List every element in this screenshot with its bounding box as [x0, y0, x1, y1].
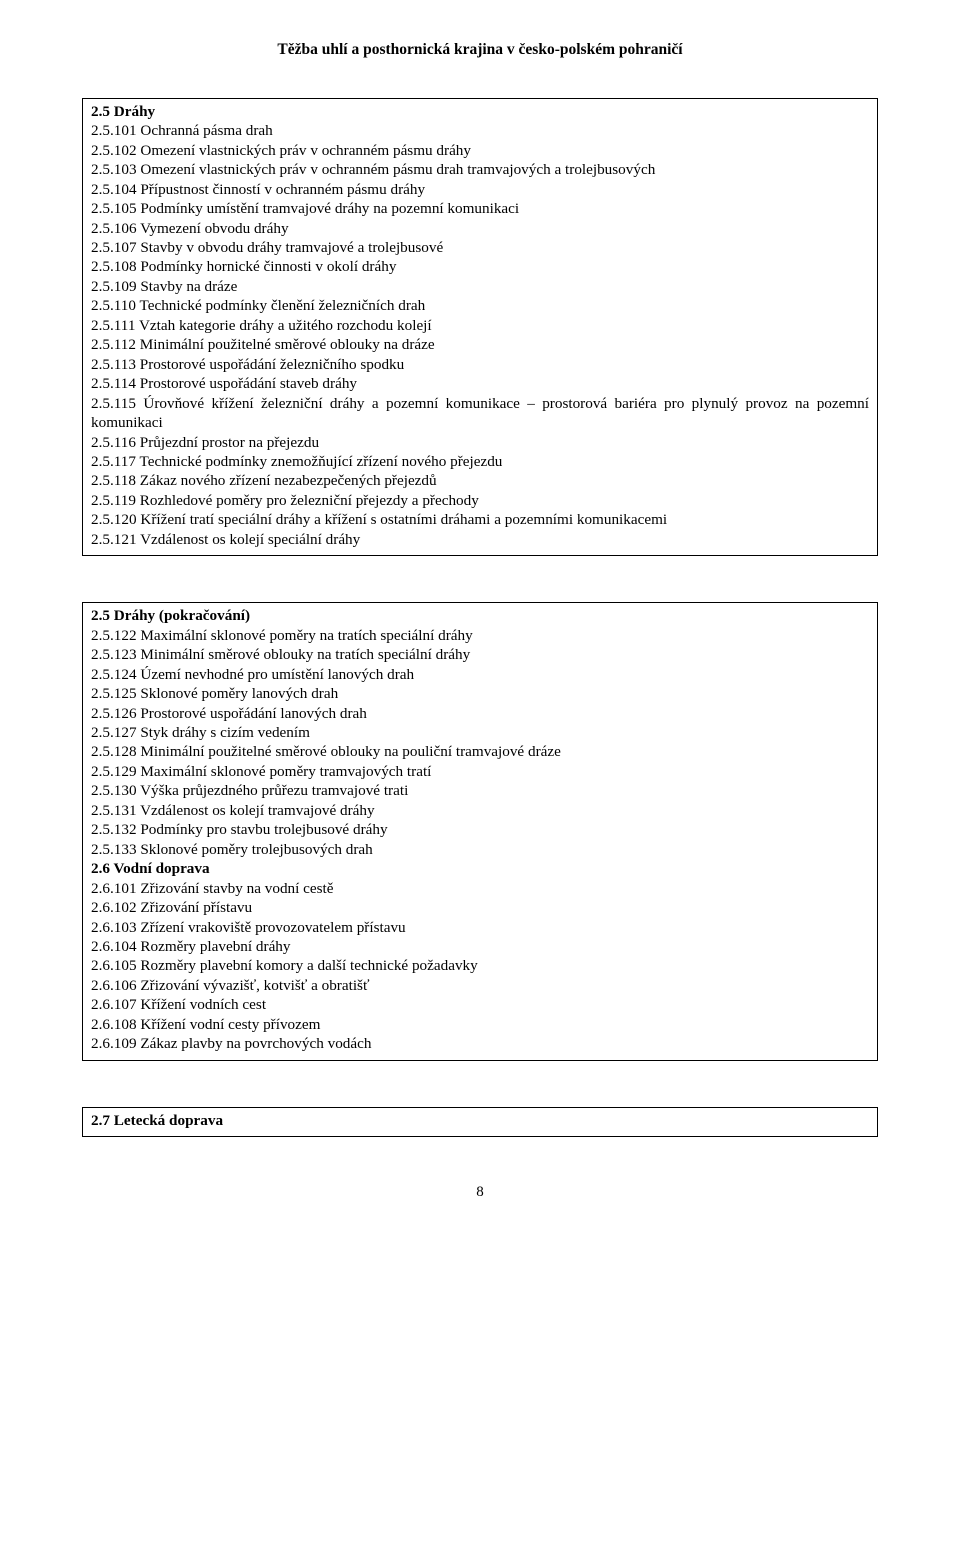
section-heading-2-5: 2.5 Dráhy	[91, 102, 869, 121]
section-heading-2-6: 2.6 Vodní doprava	[91, 859, 869, 878]
list-item: 2.6.103 Zřízení vrakoviště provozovatele…	[91, 918, 869, 937]
list-item: 2.6.101 Zřizování stavby na vodní cestě	[91, 879, 869, 898]
list-item: 2.5.127 Styk dráhy s cizím vedením	[91, 723, 869, 742]
list-item: 2.5.115 Úrovňové křížení železniční dráh…	[91, 394, 869, 433]
section-heading-2-5-cont: 2.5 Dráhy (pokračování)	[91, 606, 869, 625]
document-title: Těžba uhlí a posthornická krajina v česk…	[82, 40, 878, 60]
list-item: 2.5.130 Výška průjezdného průřezu tramva…	[91, 781, 869, 800]
list-item: 2.5.116 Průjezdní prostor na přejezdu	[91, 433, 869, 452]
section-heading-2-7: 2.7 Letecká doprava	[91, 1111, 869, 1130]
list-item: 2.5.104 Přípustnost činností v ochranném…	[91, 180, 869, 199]
list-item: 2.5.119 Rozhledové poměry pro železniční…	[91, 491, 869, 510]
list-item: 2.5.107 Stavby v obvodu dráhy tramvajové…	[91, 238, 869, 257]
list-item: 2.5.101 Ochranná pásma drah	[91, 121, 869, 140]
list-item: 2.5.108 Podmínky hornické činnosti v oko…	[91, 257, 869, 276]
section-2-7: 2.7 Letecká doprava	[82, 1107, 878, 1137]
list-item: 2.5.121 Vzdálenost os kolejí speciální d…	[91, 530, 869, 549]
list-item: 2.5.126 Prostorové uspořádání lanových d…	[91, 704, 869, 723]
list-item: 2.5.120 Křížení tratí speciální dráhy a …	[91, 510, 869, 529]
list-item: 2.6.107 Křížení vodních cest	[91, 995, 869, 1014]
section-2-5-continued-2-6: 2.5 Dráhy (pokračování) 2.5.122 Maximáln…	[82, 602, 878, 1060]
list-item: 2.5.112 Minimální použitelné směrové obl…	[91, 335, 869, 354]
list-item: 2.5.128 Minimální použitelné směrové obl…	[91, 742, 869, 761]
list-item: 2.5.110 Technické podmínky členění želez…	[91, 296, 869, 315]
list-item: 2.5.117 Technické podmínky znemožňující …	[91, 452, 869, 471]
list-item: 2.5.123 Minimální směrové oblouky na tra…	[91, 645, 869, 664]
list-item: 2.5.103 Omezení vlastnických práv v ochr…	[91, 160, 869, 179]
list-item: 2.5.114 Prostorové uspořádání staveb drá…	[91, 374, 869, 393]
list-item: 2.5.125 Sklonové poměry lanových drah	[91, 684, 869, 703]
page-number: 8	[82, 1183, 878, 1202]
list-item: 2.5.132 Podmínky pro stavbu trolejbusové…	[91, 820, 869, 839]
list-item: 2.6.102 Zřizování přístavu	[91, 898, 869, 917]
list-item: 2.5.122 Maximální sklonové poměry na tra…	[91, 626, 869, 645]
list-item: 2.6.108 Křížení vodní cesty přívozem	[91, 1015, 869, 1034]
list-item: 2.5.102 Omezení vlastnických práv v ochr…	[91, 141, 869, 160]
list-item: 2.6.105 Rozměry plavební komory a další …	[91, 956, 869, 975]
list-item: 2.5.113 Prostorové uspořádání železniční…	[91, 355, 869, 374]
list-item: 2.6.104 Rozměry plavební dráhy	[91, 937, 869, 956]
list-item: 2.5.111 Vztah kategorie dráhy a užitého …	[91, 316, 869, 335]
list-item: 2.5.109 Stavby na dráze	[91, 277, 869, 296]
section-2-5-drahy: 2.5 Dráhy 2.5.101 Ochranná pásma drah 2.…	[82, 98, 878, 556]
list-item: 2.5.118 Zákaz nového zřízení nezabezpeče…	[91, 471, 869, 490]
list-item: 2.5.133 Sklonové poměry trolejbusových d…	[91, 840, 869, 859]
list-item: 2.5.129 Maximální sklonové poměry tramva…	[91, 762, 869, 781]
list-item: 2.5.106 Vymezení obvodu dráhy	[91, 219, 869, 238]
list-item: 2.6.106 Zřizování vývazišť, kotvišť a ob…	[91, 976, 869, 995]
list-item: 2.5.105 Podmínky umístění tramvajové drá…	[91, 199, 869, 218]
list-item: 2.5.124 Území nevhodné pro umístění lano…	[91, 665, 869, 684]
list-item: 2.5.131 Vzdálenost os kolejí tramvajové …	[91, 801, 869, 820]
list-item: 2.6.109 Zákaz plavby na povrchových vodá…	[91, 1034, 869, 1053]
